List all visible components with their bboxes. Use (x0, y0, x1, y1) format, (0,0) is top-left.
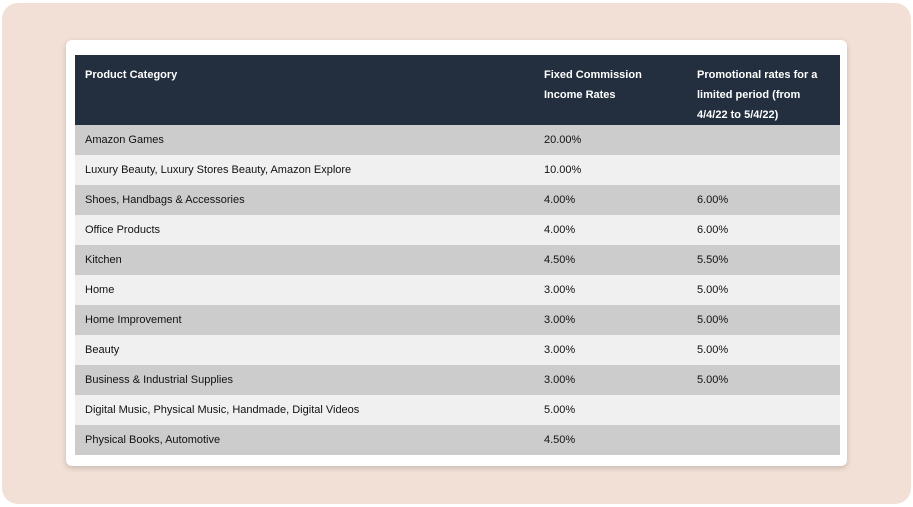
cell-promo-rate (687, 125, 840, 155)
cell-category: Home (75, 275, 534, 305)
cell-fixed-rate: 3.00% (534, 335, 687, 365)
cell-category: Business & Industrial Supplies (75, 365, 534, 395)
table-row: Office Products 4.00% 6.00% (75, 215, 840, 245)
header-row: Product Category Fixed Commission Income… (75, 55, 840, 125)
cell-fixed-rate: 4.00% (534, 185, 687, 215)
cell-fixed-rate: 5.00% (534, 395, 687, 425)
table-row: Physical Books, Automotive 4.50% (75, 425, 840, 455)
cell-category: Physical Books, Automotive (75, 425, 534, 455)
cell-promo-rate (687, 425, 840, 455)
cell-category: Kitchen (75, 245, 534, 275)
table-row: Business & Industrial Supplies 3.00% 5.0… (75, 365, 840, 395)
table-row: Beauty 3.00% 5.00% (75, 335, 840, 365)
commission-rates-table: Product Category Fixed Commission Income… (75, 55, 840, 455)
table-row: Shoes, Handbags & Accessories 4.00% 6.00… (75, 185, 840, 215)
cell-promo-rate: 6.00% (687, 215, 840, 245)
table-row: Home Improvement 3.00% 5.00% (75, 305, 840, 335)
cell-fixed-rate: 3.00% (534, 305, 687, 335)
cell-fixed-rate: 4.50% (534, 425, 687, 455)
cell-promo-rate (687, 155, 840, 185)
table-row: Luxury Beauty, Luxury Stores Beauty, Ama… (75, 155, 840, 185)
cell-promo-rate: 5.00% (687, 335, 840, 365)
table-body: Amazon Games 20.00% Luxury Beauty, Luxur… (75, 125, 840, 455)
cell-category: Beauty (75, 335, 534, 365)
cell-fixed-rate: 3.00% (534, 365, 687, 395)
commission-rates-card: Product Category Fixed Commission Income… (66, 40, 847, 466)
cell-category: Digital Music, Physical Music, Handmade,… (75, 395, 534, 425)
cell-promo-rate (687, 395, 840, 425)
cell-fixed-rate: 4.50% (534, 245, 687, 275)
cell-promo-rate: 5.00% (687, 365, 840, 395)
cell-category: Home Improvement (75, 305, 534, 335)
header-promotional-rates: Promotional rates for a limited period (… (687, 55, 840, 125)
header-product-category: Product Category (75, 55, 534, 125)
cell-fixed-rate: 10.00% (534, 155, 687, 185)
table-row: Amazon Games 20.00% (75, 125, 840, 155)
cell-promo-rate: 5.50% (687, 245, 840, 275)
table-row: Digital Music, Physical Music, Handmade,… (75, 395, 840, 425)
cell-promo-rate: 5.00% (687, 275, 840, 305)
header-fixed-commission: Fixed Commission Income Rates (534, 55, 687, 125)
cell-category: Amazon Games (75, 125, 534, 155)
table-row: Home 3.00% 5.00% (75, 275, 840, 305)
table-header: Product Category Fixed Commission Income… (75, 55, 840, 125)
cell-fixed-rate: 20.00% (534, 125, 687, 155)
cell-fixed-rate: 3.00% (534, 275, 687, 305)
cell-category: Shoes, Handbags & Accessories (75, 185, 534, 215)
cell-promo-rate: 5.00% (687, 305, 840, 335)
table-row: Kitchen 4.50% 5.50% (75, 245, 840, 275)
cell-promo-rate: 6.00% (687, 185, 840, 215)
cell-category: Luxury Beauty, Luxury Stores Beauty, Ama… (75, 155, 534, 185)
cell-fixed-rate: 4.00% (534, 215, 687, 245)
cell-category: Office Products (75, 215, 534, 245)
